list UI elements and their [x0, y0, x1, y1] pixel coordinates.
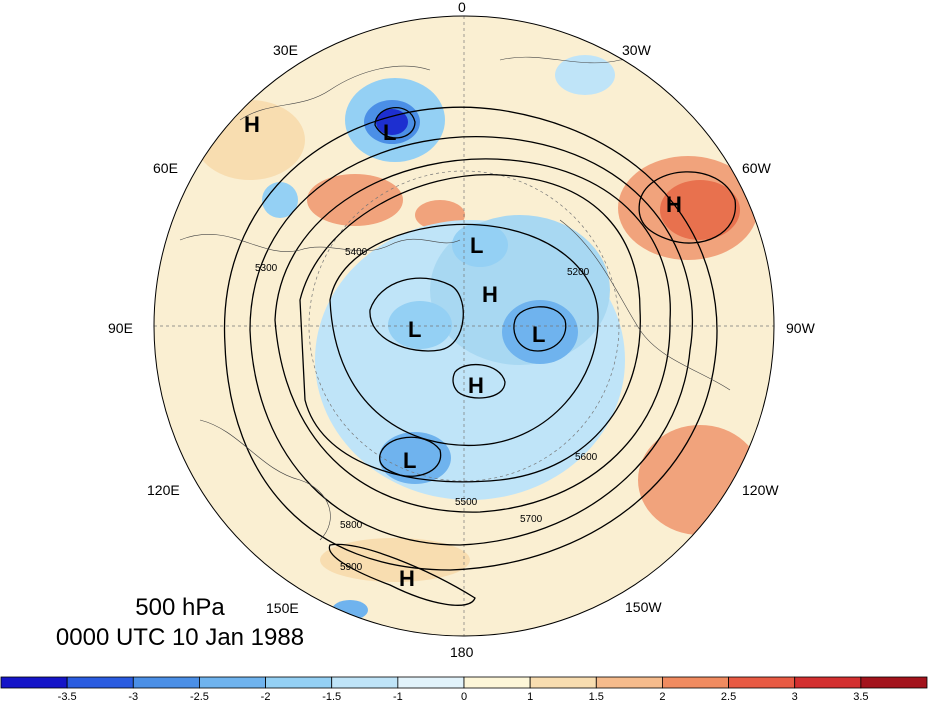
- warm-anomaly-core: [660, 180, 740, 240]
- longitude-label: 60W: [742, 160, 772, 176]
- colorbar-box: [199, 676, 266, 689]
- cold-anomaly-core: [502, 300, 578, 364]
- contour-label: 5900: [340, 562, 363, 573]
- high-pressure-center: H: [482, 282, 498, 307]
- low-pressure-center: L: [383, 120, 396, 145]
- longitude-label: 60E: [153, 160, 178, 176]
- colorbar-tick-label: 3: [792, 691, 798, 702]
- cold-anomaly-region: [262, 182, 298, 218]
- colorbar-box: [529, 676, 597, 689]
- contour-label: 5200: [567, 267, 590, 278]
- colorbar-tick-label: -1: [393, 691, 403, 702]
- contour-label: 5300: [255, 263, 278, 274]
- colorbar-tick-label: 0: [461, 691, 467, 702]
- low-pressure-center: L: [403, 448, 416, 473]
- cold-anomaly-core: [388, 301, 452, 349]
- low-pressure-center: L: [532, 322, 545, 347]
- high-pressure-center: H: [468, 373, 484, 398]
- warm-anomaly-region: [307, 174, 403, 226]
- contour-label: 5800: [340, 520, 363, 531]
- low-pressure-center: L: [408, 317, 421, 342]
- longitude-label: 150E: [266, 600, 299, 616]
- colorbar-box: [132, 676, 200, 689]
- colorbar-box: [595, 676, 663, 689]
- map-boundary: [153, 15, 775, 637]
- anomaly-shading: [154, 16, 774, 636]
- colorbar-boxes: [0, 676, 928, 689]
- longitude-label: 90W: [786, 320, 816, 336]
- longitude-label: 30W: [622, 42, 652, 58]
- colorbar-box: [265, 676, 333, 689]
- colorbar-labels: -3.5 -3 -2.5 -2 -1.5 -1 0 1 1.5 2 2.5 3 3.5: [58, 691, 869, 702]
- colorbar-box: [662, 676, 729, 689]
- colorbar-tick-label: 3.5: [853, 691, 868, 702]
- colorbar-box: [463, 676, 531, 689]
- colorbar-tick-label: -3.5: [58, 691, 77, 702]
- pressure-level-title: 500 hPa: [135, 594, 225, 621]
- colorbar-tick-label: -3: [128, 691, 138, 702]
- colorbar-tick-label: -1.5: [322, 691, 341, 702]
- colorbar-tick-label: 2: [659, 691, 665, 702]
- colorbar-box: [331, 676, 399, 689]
- contour-label: 5500: [455, 497, 478, 508]
- longitude-label: 120E: [147, 482, 180, 498]
- polar-stereographic-map: 5200 5300 5400 5500 5600 5700 5800 5900 …: [108, 0, 816, 660]
- colorbar-tick-label: -2: [261, 691, 271, 702]
- colorbar-tick-label: -2.5: [190, 691, 209, 702]
- colorbar-box: [66, 676, 134, 689]
- high-pressure-center: H: [399, 566, 415, 591]
- low-pressure-center: L: [470, 233, 483, 258]
- colorbar-tick-label: 1: [527, 691, 533, 702]
- cold-anomaly-core: [376, 109, 408, 135]
- cold-anomaly-core: [379, 432, 451, 484]
- contour-label: 5600: [575, 452, 598, 463]
- longitude-label: 120W: [742, 482, 779, 498]
- colorbar-box: [397, 676, 465, 689]
- longitude-label: 30E: [273, 42, 298, 58]
- colorbar-box: [728, 676, 796, 689]
- cold-anomaly-region: [555, 55, 615, 95]
- longitude-label: 90E: [108, 320, 133, 336]
- longitude-label: 0: [458, 0, 466, 15]
- longitude-label: 180: [450, 644, 474, 660]
- valid-time-title: 0000 UTC 10 Jan 1988: [55, 624, 305, 651]
- longitude-label: 150W: [625, 599, 662, 615]
- anomaly-colorbar: -3.5 -3 -2.5 -2 -1.5 -1 0 1 1.5 2 2.5 3 3.5: [0, 676, 928, 702]
- contour-label: 5400: [345, 247, 368, 258]
- colorbar-box: [0, 676, 68, 689]
- colorbar-tick-label: 2.5: [721, 691, 736, 702]
- contour-label: 5700: [520, 514, 543, 525]
- high-pressure-center: H: [666, 192, 682, 217]
- high-pressure-center: H: [244, 112, 260, 137]
- colorbar-tick-label: 1.5: [589, 691, 604, 702]
- warm-anomaly-region: [638, 425, 762, 535]
- colorbar-box: [794, 676, 862, 689]
- colorbar-box: [860, 676, 928, 689]
- cold-anomaly-core: [452, 223, 508, 267]
- height-contours: [223, 106, 736, 606]
